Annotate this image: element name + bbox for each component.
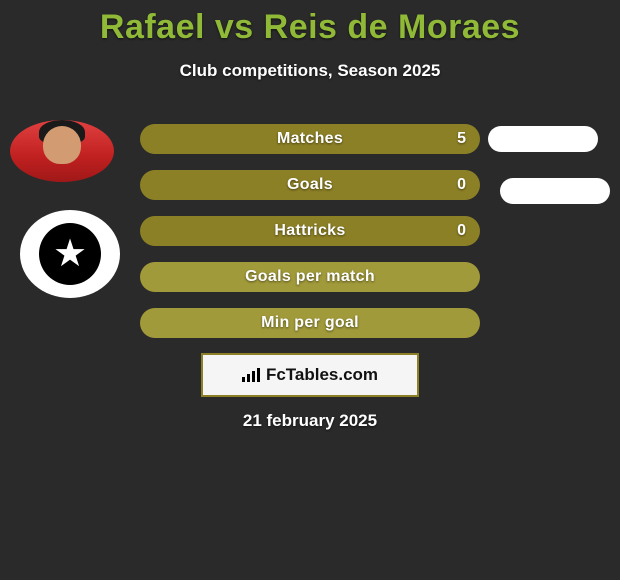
stat-value: 0 <box>457 222 466 240</box>
page-title: Rafael vs Reis de Moraes <box>0 0 620 47</box>
source-logo[interactable]: FcTables.com <box>201 353 419 397</box>
face-shape <box>43 126 81 164</box>
date-label: 21 february 2025 <box>0 411 620 431</box>
stat-bars: Matches 5 Goals 0 Hattricks 0 Goals per … <box>140 124 480 354</box>
stat-row-mpg: Min per goal <box>140 308 480 338</box>
stat-value: 0 <box>457 176 466 194</box>
stat-row-gpm: Goals per match <box>140 262 480 292</box>
logo-text: FcTables.com <box>266 365 378 385</box>
stat-value: 5 <box>457 130 466 148</box>
stat-label: Hattricks <box>274 222 345 240</box>
stat-row-matches: Matches 5 <box>140 124 480 154</box>
star-icon: ★ <box>53 235 87 273</box>
stat-label: Goals <box>287 176 333 194</box>
opponent-pill-matches <box>488 126 598 152</box>
badge-inner: ★ <box>39 223 101 285</box>
subtitle: Club competitions, Season 2025 <box>0 61 620 81</box>
opponent-pill-goals <box>500 178 610 204</box>
stat-label: Matches <box>277 130 343 148</box>
stat-row-hattricks: Hattricks 0 <box>140 216 480 246</box>
player-badges: ★ <box>10 120 120 298</box>
stat-label: Goals per match <box>245 268 375 286</box>
bars-icon <box>242 368 260 382</box>
team-badge: ★ <box>20 210 120 298</box>
stat-label: Min per goal <box>261 314 359 332</box>
player-photo <box>10 120 114 182</box>
stat-row-goals: Goals 0 <box>140 170 480 200</box>
